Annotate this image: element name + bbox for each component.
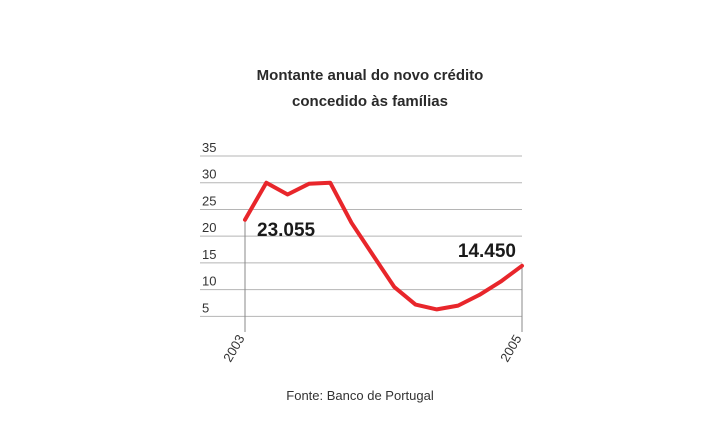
y-axis-ticks: 5 10 15 20 25 30 35 xyxy=(202,140,216,315)
data-label-13: 14.450 xyxy=(458,241,516,262)
data-label-0: 23.055 xyxy=(257,220,316,241)
y-tick-label-25: 25 xyxy=(202,193,216,208)
y-tick-label-5: 5 xyxy=(202,300,209,315)
x-tick-label-2003: 2003 xyxy=(220,332,247,365)
x-axis-ticks: 2003 2005 xyxy=(220,332,524,365)
chart-title-line-1: Montante anual do novo crédito xyxy=(257,67,484,84)
y-tick-label-10: 10 xyxy=(202,274,216,289)
source-note: Fonte: Banco de Portugal xyxy=(286,388,434,403)
x-tick-label-2005: 2005 xyxy=(497,332,524,365)
data-labels: 23.055 14.450 xyxy=(257,220,516,262)
axes xyxy=(244,219,523,332)
y-tick-label-15: 15 xyxy=(202,247,216,262)
series-line xyxy=(243,180,524,312)
y-tick-label-30: 30 xyxy=(202,167,216,182)
grid xyxy=(200,155,522,317)
y-tick-label-35: 35 xyxy=(202,140,216,155)
series xyxy=(243,180,524,312)
chart-title-line-2: concedido às famílias xyxy=(292,93,448,110)
y-tick-label-20: 20 xyxy=(202,220,216,235)
